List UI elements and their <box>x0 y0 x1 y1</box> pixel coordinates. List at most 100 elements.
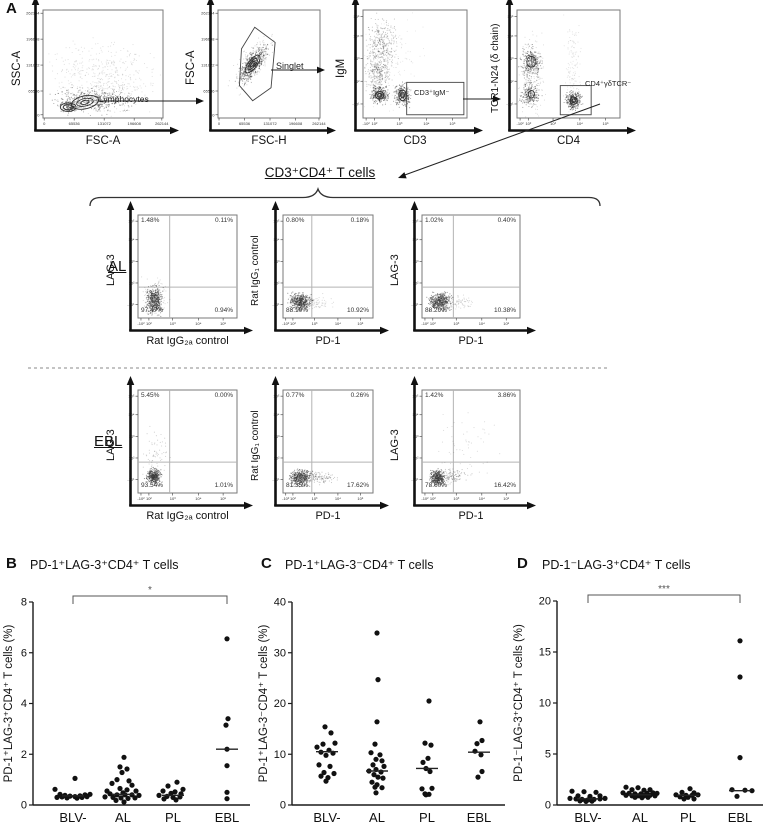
y-axis-label: PD-1⁺LAG-3⁻CD4⁺ T cells (%) <box>258 624 270 782</box>
axes <box>556 601 763 806</box>
quadrant-pct-br-a3: 10.38% <box>493 307 516 314</box>
gate-shape <box>59 102 77 112</box>
flow-plot-p2: 0 65536 131072 196608 262144 262144 196608 1310… <box>201 9 326 126</box>
gate-label-cd4-gdtcr: CD4⁺γδTCR⁻ <box>585 79 632 88</box>
density-contour <box>80 99 90 105</box>
flow-ylabel-p2: FSC-A <box>185 50 197 86</box>
svg-text:0: 0 <box>43 121 46 126</box>
density-contour <box>375 91 385 100</box>
svg-text:0: 0 <box>218 121 221 126</box>
dot-group-BLV- <box>314 724 338 784</box>
svg-text:196608: 196608 <box>289 121 303 126</box>
svg-text:10³: 10³ <box>397 121 403 126</box>
gating-subset-title: CD3⁺CD4⁺ T cells <box>264 165 376 180</box>
category-labels: BLV- AL PL EBL <box>59 810 239 822</box>
y-axis-label: PD-1⁻LAG-3⁺CD4⁺ T cells (%) <box>513 624 525 782</box>
gate-shape <box>70 94 100 110</box>
svg-text:-10¹: -10¹ <box>352 101 360 106</box>
flow-ylabel-a2: Rat IgG₁ control <box>250 235 261 306</box>
svg-text:65536: 65536 <box>239 121 251 126</box>
svg-text:-10¹: -10¹ <box>506 101 514 106</box>
dot-group-EBL <box>729 638 755 799</box>
quadrant-pct-br-e2: 17.62% <box>346 482 369 489</box>
density-contour <box>76 97 94 107</box>
svg-text:196608: 196608 <box>128 121 142 126</box>
density-cluster <box>438 412 501 474</box>
category-labels: BLV- AL PL EBL <box>313 810 491 822</box>
density-cluster <box>426 291 454 312</box>
quadrant-pct-bl-a3: 88.20% <box>425 307 448 314</box>
density-cluster <box>429 294 473 312</box>
svg-text:10⁴: 10⁴ <box>423 121 429 126</box>
density-cluster <box>562 14 582 113</box>
quadrant-lines <box>422 390 520 493</box>
flow-ylabel-a3: LAG-3 <box>389 254 401 287</box>
flow-ylabel-e2: Rat IgG₁ control <box>250 410 261 481</box>
quadrant-pct-bl-e3: 78.60% <box>425 482 448 489</box>
density-cluster <box>292 470 338 486</box>
svg-text:10⁵: 10⁵ <box>353 14 359 19</box>
density-cluster <box>429 468 473 486</box>
density-contour <box>400 92 405 99</box>
density-cluster <box>143 466 163 487</box>
density-cluster <box>288 468 314 488</box>
svg-text:65536: 65536 <box>203 89 215 94</box>
panel-c-letter: C <box>261 555 272 572</box>
gate-label-cd3-igm: CD3⁺IgM⁻ <box>414 88 450 97</box>
flow-xlabel-e2: PD-1 <box>315 510 341 522</box>
dot-group-EBL <box>223 636 231 802</box>
svg-text:10⁵: 10⁵ <box>603 121 609 126</box>
quadrant-pct-tr-a3: 0.40% <box>497 217 516 224</box>
row-label-al: AL <box>108 258 127 275</box>
panel-d-letter: D <box>517 555 528 572</box>
svg-text:10³: 10³ <box>354 56 360 61</box>
svg-text:65536: 65536 <box>69 121 81 126</box>
flow-frame <box>42 9 164 119</box>
sig-bracket <box>72 595 228 604</box>
density-contour <box>377 93 383 98</box>
svg-text:262144: 262144 <box>201 11 215 16</box>
arrowhead <box>31 0 40 5</box>
flow-ylabel-p4: TCR1-N24 (δ chain) <box>490 23 501 113</box>
arrowhead <box>206 0 215 5</box>
dot-group-EBL <box>472 719 485 780</box>
sig-bracket <box>587 594 741 603</box>
category-labels: BLV- AL PL EBL <box>574 810 752 822</box>
arrowhead <box>351 0 360 5</box>
quadrant-pct-tl-e2: 0.77% <box>286 392 305 399</box>
panel-c-title: PD-1⁺LAG-3⁻CD4⁺ T cells <box>285 558 434 572</box>
flow-xlabel-p1: FSC-A <box>85 135 121 147</box>
gate-label-singlet: Singlet <box>276 61 304 71</box>
flow-xlabel-a3: PD-1 <box>458 335 484 347</box>
panel-d-title: PD-1⁻LAG-3⁺CD4⁺ T cells <box>542 558 691 572</box>
density-cluster <box>429 468 446 487</box>
flow-xlabel-e3: PD-1 <box>458 510 484 522</box>
y-axis-label: PD-1⁺LAG-3⁺CD4⁺ T cells (%) <box>3 624 15 782</box>
svg-text:262144: 262144 <box>155 121 169 126</box>
quadrant-pct-tl-e1: 5.45% <box>141 392 160 399</box>
dot-group-AL <box>620 784 660 801</box>
svg-text:131072: 131072 <box>201 63 215 68</box>
dot-group-PL <box>419 698 435 798</box>
arrowhead <box>126 201 135 210</box>
svg-text:10²: 10² <box>525 121 531 126</box>
flow-ylabel-a1: LAG-3 <box>105 254 117 287</box>
quadrant-pct-bl-e1: 93.54% <box>141 482 164 489</box>
dot-group-PL <box>156 779 186 803</box>
quadrant-pct-tr-e3: 3.86% <box>497 392 516 399</box>
row-label-ebl: EBL <box>94 433 123 450</box>
panel-b-title: PD-1⁺LAG-3⁺CD4⁺ T cells <box>30 558 179 572</box>
quadrant-pct-tl-a1: 1.48% <box>141 217 160 224</box>
density-cluster <box>141 276 171 317</box>
svg-text:0: 0 <box>37 112 40 117</box>
svg-text:131072: 131072 <box>263 121 277 126</box>
svg-text:196608: 196608 <box>201 37 215 42</box>
quadrant-pct-br-a2: 10.92% <box>346 307 369 314</box>
quadrant-pct-br-a1: 0.94% <box>214 307 233 314</box>
svg-text:-10²: -10² <box>363 121 371 126</box>
